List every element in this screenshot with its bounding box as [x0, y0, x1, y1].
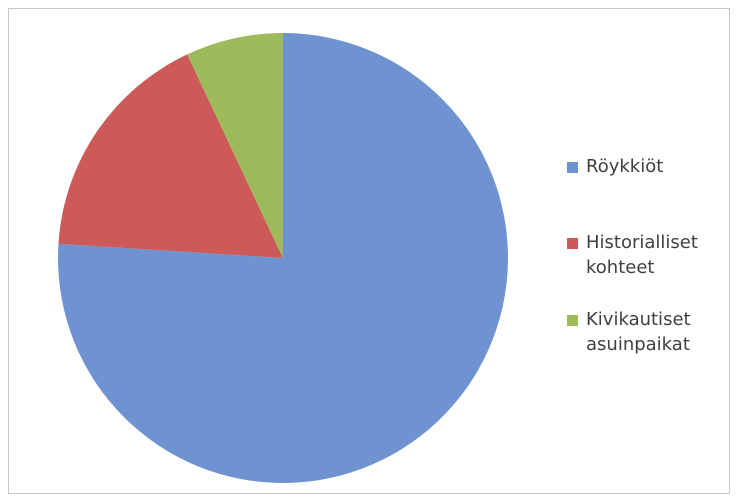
legend-swatch-kivikautiset-asuinpaikat: [567, 315, 578, 326]
legend-item-roykkiot: Röykkiöt: [567, 154, 726, 179]
legend-swatch-historialliset-kohteet: [567, 238, 578, 249]
pie-slice-röykkiöt: [58, 33, 509, 483]
legend-item-kivikautiset-asuinpaikat: Kivikautiset asuinpaikat: [567, 307, 726, 357]
legend-label-roykkiot: Röykkiöt: [586, 156, 664, 177]
legend-label-historialliset-kohteet: Historialliset kohteet: [586, 232, 698, 278]
legend-swatch-roykkiot: [567, 162, 578, 173]
legend-item-historialliset-kohteet: Historialliset kohteet: [567, 230, 726, 280]
pie-slice-historialliset-kohteet: [58, 54, 283, 259]
legend-label-kivikautiset-asuinpaikat: Kivikautiset asuinpaikat: [586, 309, 691, 355]
pie-slice-kivikautiset-asuinpaikat: [187, 33, 283, 258]
pie-slices: [58, 33, 509, 483]
